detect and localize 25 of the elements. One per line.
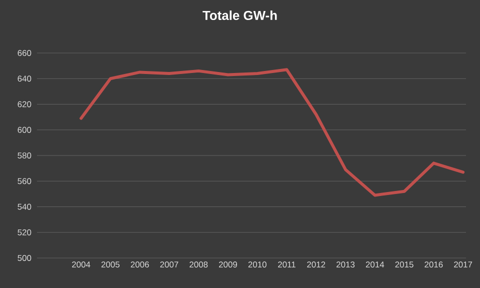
x-tick-label: 2014 <box>366 262 384 268</box>
y-tick-label: 620 <box>18 101 32 108</box>
x-tick-label: 2008 <box>190 262 208 268</box>
y-tick-label: 580 <box>18 152 32 158</box>
x-tick-label: 2006 <box>130 262 149 268</box>
x-tick-label: 2010 <box>248 262 266 268</box>
x-tick-label: 2015 <box>395 262 414 268</box>
x-tick-label: 2009 <box>218 262 238 268</box>
x-tick-label: 2007 <box>160 262 178 268</box>
x-tick-label: 2011 <box>278 262 296 268</box>
chart-title: Totale GW-h <box>202 10 277 20</box>
x-tick-label: 2005 <box>101 262 120 268</box>
y-tick-label: 560 <box>18 178 32 184</box>
y-tick-label: 540 <box>18 204 32 210</box>
x-tick-label: 2012 <box>307 262 326 268</box>
y-tick-label: 520 <box>18 229 32 236</box>
y-tick-label: 500 <box>18 255 32 261</box>
x-tick-label: 2004 <box>72 262 90 268</box>
line-series <box>80 68 465 197</box>
x-tick-label: 2017 <box>454 262 472 268</box>
y-tick-label: 600 <box>18 126 32 133</box>
x-tick-label: 2016 <box>424 262 443 268</box>
y-tick-label: 640 <box>18 76 32 82</box>
y-tick-label: 660 <box>18 50 32 56</box>
x-tick-label: 2013 <box>336 262 355 268</box>
